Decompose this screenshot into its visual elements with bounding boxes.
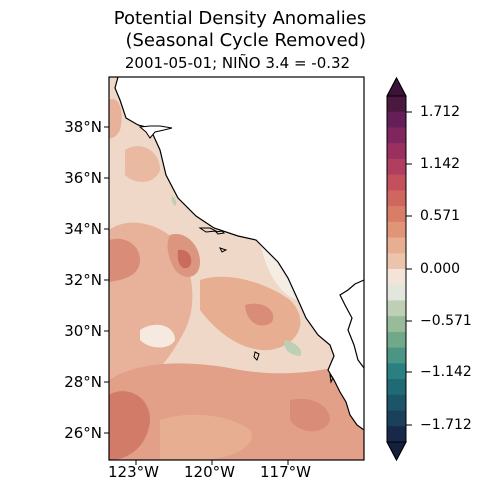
lon-label-120W: 120°W <box>184 463 235 481</box>
colorbar-segment <box>387 410 406 427</box>
colorbar-segment <box>387 111 406 129</box>
lon-tick-marks <box>135 460 289 465</box>
lat-label-36N: 36°N <box>64 169 102 187</box>
colorbar-segment <box>387 253 406 270</box>
colorbar-segment <box>387 394 406 412</box>
colorbar-segment <box>387 363 406 380</box>
lat-label-26N: 26°N <box>64 424 102 442</box>
figure-title: Potential Density Anomalies (Seasonal Cy… <box>113 8 367 51</box>
colorbar-outline <box>386 76 407 462</box>
lat-label-34N: 34°N <box>64 220 102 238</box>
colorbar-segment <box>387 284 406 302</box>
colorbar-segment <box>387 190 406 207</box>
colorbar-segment <box>387 143 406 160</box>
map-frame <box>108 76 365 461</box>
anomaly-contours <box>109 99 364 460</box>
colorbar-segment <box>387 347 406 364</box>
colorbar-segment <box>387 206 406 223</box>
gulf-coast <box>339 279 364 369</box>
colorbar-tick-marks <box>406 111 412 426</box>
land-mask <box>109 77 364 430</box>
colorbar-label-6: −1.142 <box>420 364 472 380</box>
colorbar-segment <box>387 174 406 191</box>
colorbar-extend-top <box>386 76 407 97</box>
colorbar-segment <box>387 331 406 349</box>
lat-tick-marks <box>104 126 109 434</box>
colorbar-segment <box>387 158 406 176</box>
colorbar-segment <box>387 300 406 317</box>
colorbar-label-2: 1.142 <box>420 156 461 172</box>
colorbar-segment <box>387 237 406 254</box>
map-panel <box>109 77 364 460</box>
colorbar-label-5: −0.571 <box>420 313 472 329</box>
colorbar-label-3: 0.571 <box>420 208 461 224</box>
colorbar-label-1: 1.712 <box>420 104 461 120</box>
lat-label-32N: 32°N <box>64 271 102 289</box>
islands <box>198 227 334 384</box>
lat-label-38N: 38°N <box>64 118 102 136</box>
colorbar-label-7: −1.712 <box>420 417 472 433</box>
colorbar-segment <box>387 127 406 144</box>
colorbar-segment <box>387 221 406 239</box>
bay-inlet <box>138 125 173 139</box>
colorbar-segment <box>387 379 406 396</box>
colorbar-segment <box>387 269 406 286</box>
lon-label-117W: 117°W <box>260 463 311 481</box>
colorbar-segment <box>387 316 406 333</box>
lat-label-28N: 28°N <box>64 373 102 391</box>
colorbar-segment <box>387 96 406 113</box>
colorbar-label-4: 0.000 <box>420 261 461 277</box>
figure-subtitle: 2001-05-01; NIÑO 3.4 = -0.32 <box>124 54 351 72</box>
colorbar-extend-bottom <box>386 441 407 462</box>
lat-label-30N: 30°N <box>64 322 102 340</box>
colorbar-segment <box>387 426 406 443</box>
colorbar <box>386 76 407 462</box>
lon-label-123W: 123°W <box>108 463 159 481</box>
